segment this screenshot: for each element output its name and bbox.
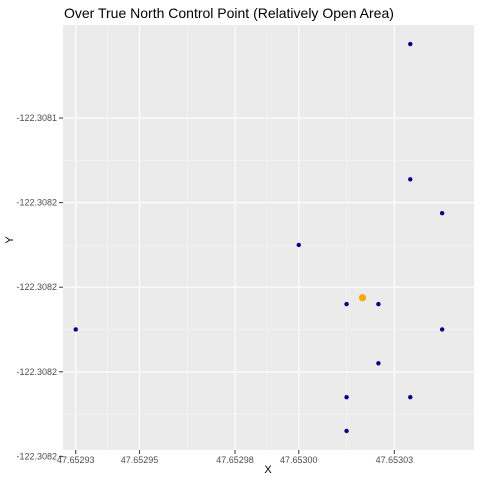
plot-panel — [63, 25, 474, 450]
data-point — [344, 301, 349, 307]
y-tick-label: -122.3082 — [16, 198, 57, 208]
y-tick-label: -122.3082 — [16, 367, 57, 377]
data-point — [408, 394, 413, 400]
y-axis: -122.3081 -122.3082 -122.3082 -122.3082 -122… — [16, 113, 63, 461]
x-axis: 47.65293 47.65295 47.65298 47.65300 47.65303 — [57, 450, 413, 465]
grid-major — [63, 25, 474, 457]
data-points — [73, 41, 445, 434]
data-point — [73, 327, 78, 332]
y-tick-label: -122.3082 — [16, 451, 57, 461]
x-tick-label: 47.65298 — [216, 455, 254, 465]
data-point — [344, 394, 349, 400]
chart-title: Over True North Control Point (Relativel… — [64, 5, 394, 21]
data-point — [439, 210, 445, 216]
x-tick-label: 47.65295 — [121, 455, 159, 465]
x-axis-label: X — [264, 464, 272, 476]
y-axis-label: Y — [4, 236, 16, 244]
data-point — [408, 41, 413, 47]
x-tick-label: 47.65293 — [57, 455, 95, 465]
x-tick-label: 47.65303 — [376, 455, 414, 465]
control-point — [358, 294, 367, 302]
y-tick-label: -122.3082 — [16, 282, 57, 292]
data-point — [408, 177, 413, 182]
grid-minor — [63, 25, 474, 450]
data-point — [376, 301, 381, 307]
data-point — [439, 327, 445, 332]
data-point — [376, 361, 381, 366]
data-point — [296, 242, 301, 248]
data-point — [344, 428, 349, 434]
x-tick-label: 47.65300 — [280, 455, 318, 465]
y-tick-label: -122.3081 — [16, 113, 57, 123]
